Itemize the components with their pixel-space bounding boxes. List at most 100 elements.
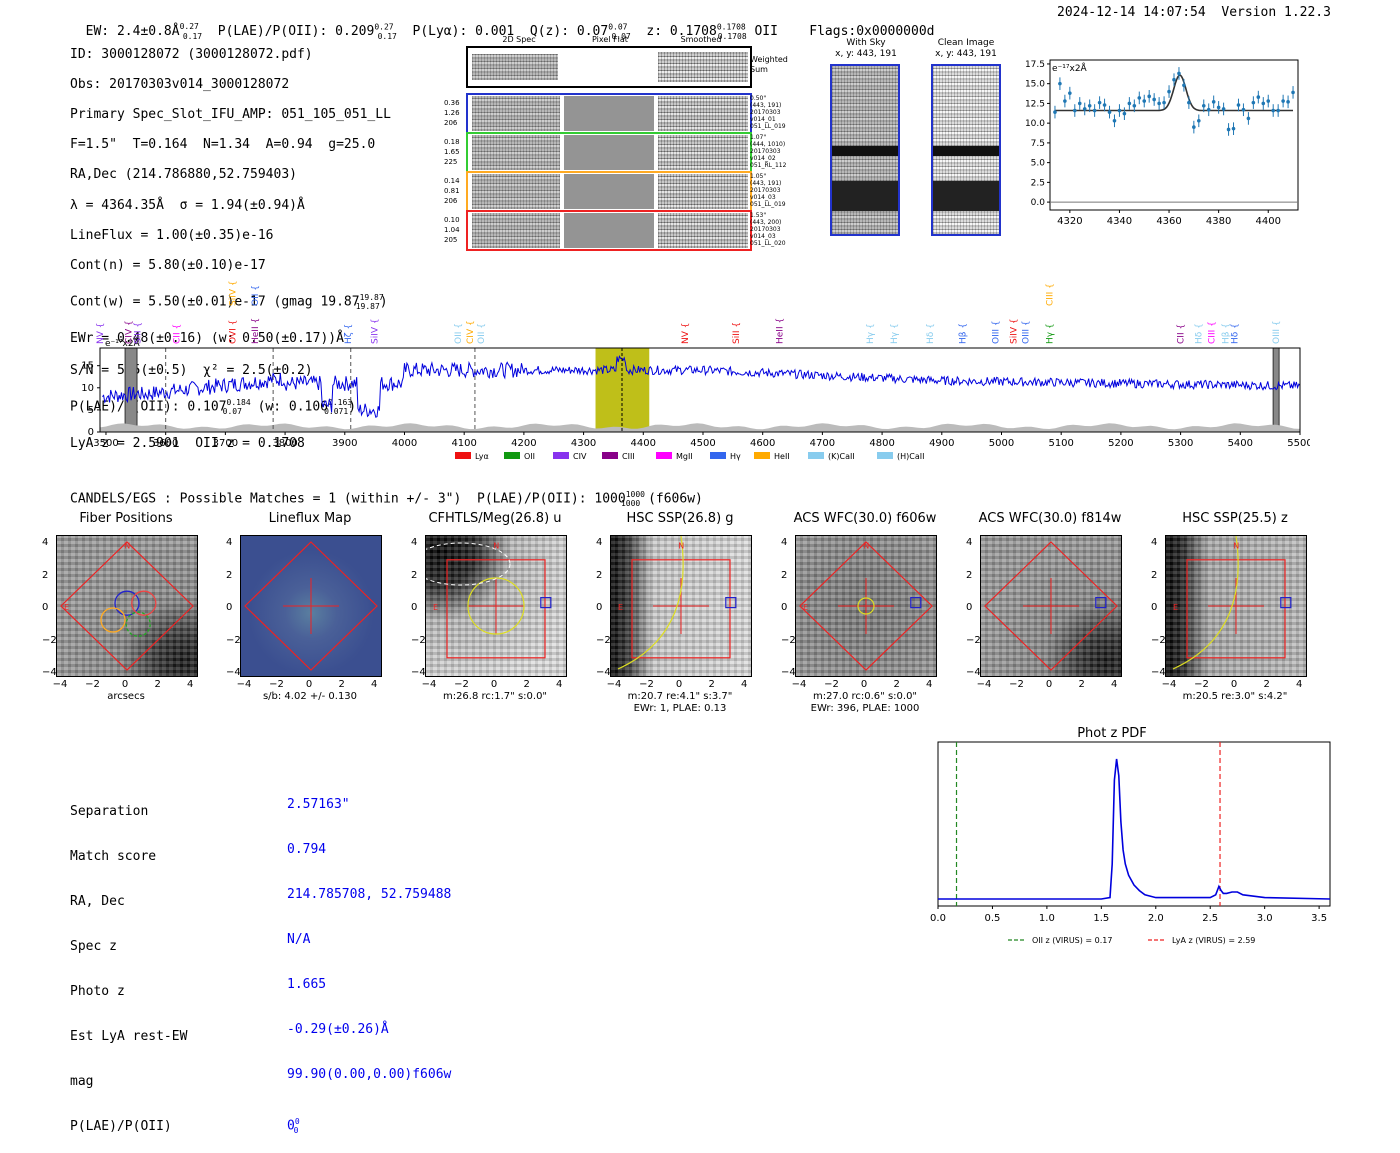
y-tick-label: −4 — [411, 667, 426, 679]
x-tick-label: 0 — [305, 679, 313, 690]
compass-east: E — [1173, 603, 1178, 612]
y-tick-label: −4 — [596, 667, 611, 679]
y-tick-label: 0.0 — [1031, 198, 1046, 208]
panel-caption: arcsecs — [107, 691, 145, 702]
line-id-label: SiIV { — [371, 318, 381, 344]
x-tick-label: −2 — [454, 679, 469, 690]
x-tick-label: 4 — [1296, 679, 1303, 690]
x-tick-label: 4000 — [392, 438, 417, 449]
data-point — [1167, 89, 1171, 94]
x-tick-label: −4 — [421, 679, 437, 690]
match-label: Match score — [70, 849, 157, 864]
ifu-footprint — [244, 541, 378, 671]
with-sky-title: With Sky x, y: 443, 191 — [835, 38, 897, 59]
x-tick-label: 4400 — [631, 438, 656, 449]
data-point — [1192, 125, 1196, 129]
cutout-row — [466, 210, 752, 251]
x-tick-label: 4 — [1111, 679, 1118, 690]
x-tick-label: 2 — [893, 679, 900, 690]
data-point — [1142, 99, 1147, 103]
data-point — [1271, 108, 1275, 113]
x-tick-label: 1.5 — [1093, 913, 1109, 924]
line-id-label: NV { — [681, 323, 691, 344]
info-line: Cont(n) = 5.80(±0.10)e-17 — [70, 258, 266, 273]
match-value: 99.90(0.00,0.00)f606w — [287, 1067, 452, 1082]
x-tick-label: −4 — [976, 679, 992, 690]
x-tick-label: 5500 — [1287, 438, 1310, 449]
x-tick-label: 4360 — [1156, 216, 1181, 227]
legend-label: LyA z (VIRUS) = 2.59 — [1172, 936, 1255, 945]
y-tick-label: 7.5 — [1031, 139, 1045, 149]
y-tick-label: 0 — [1151, 602, 1158, 614]
line-id-label: OIII { — [992, 320, 1002, 344]
cutout-row-values: 0.10 1.04 205 — [444, 216, 460, 244]
legend-swatch — [553, 452, 569, 459]
data-point — [1152, 97, 1156, 102]
x-tick-label: −4 — [791, 679, 807, 690]
data-point — [1226, 127, 1231, 132]
y-tick-label: 10 — [81, 383, 94, 394]
x-tick-label: 3.5 — [1311, 913, 1327, 924]
spectrum-line — [102, 355, 1301, 418]
line-id-label: Hβ { — [959, 323, 969, 344]
data-point — [1097, 100, 1102, 105]
x-tick-label: 3.0 — [1257, 913, 1273, 924]
x-tick-label: 4700 — [810, 438, 835, 449]
y-tick-label: −4 — [226, 667, 241, 679]
panel-overlay — [984, 541, 1118, 671]
legend-label: OII — [524, 452, 535, 461]
match-label: P(LAE)/P(OII) — [70, 1119, 172, 1134]
data-point — [1201, 103, 1206, 108]
data-point — [1246, 116, 1251, 121]
info-line: λ = 4364.35Å σ = 1.94(±0.94)Å — [70, 198, 305, 213]
cutout-2d — [472, 213, 560, 248]
ifu-footprint — [799, 541, 933, 671]
compass-east: E — [433, 603, 438, 612]
data-point — [1291, 90, 1295, 95]
y-tick-label: 17.5 — [1025, 60, 1045, 70]
data-point — [1256, 95, 1261, 99]
line-id-label: Hγ { — [866, 323, 876, 344]
catalog-match-box — [725, 596, 737, 609]
y-tick-label: 2.5 — [1031, 178, 1045, 188]
match-value: -0.29(±0.26)Å — [287, 1022, 389, 1037]
legend-swatch — [754, 452, 770, 459]
info-line: EWr = 0.48(±0.16) (w: 0.50(±0.17))Å — [70, 330, 344, 346]
info-line: RA,Dec (214.786880,52.759403) — [70, 167, 297, 182]
x-tick-label: 0 — [1045, 679, 1053, 690]
x-tick-label: 3900 — [332, 438, 357, 449]
x-tick-label: −2 — [269, 679, 284, 690]
x-tick-label: 2 — [154, 679, 161, 690]
data-point — [1137, 96, 1142, 100]
match-label: Spec z — [70, 939, 117, 954]
x-tick-label: 2 — [523, 679, 530, 690]
cutout-row-values: 0.18 1.65 225 — [444, 138, 460, 166]
data-point — [1102, 103, 1107, 107]
cutout-flat — [564, 213, 654, 248]
weighted-sum-2d — [472, 54, 558, 80]
match-value: 214.785708, 52.759488 — [287, 887, 452, 902]
x-tick-label: 0 — [860, 679, 868, 690]
match-value: 1.665 — [287, 977, 327, 992]
y-tick-label: 15 — [81, 361, 94, 372]
x-tick-label: 5300 — [1168, 438, 1193, 449]
compass-north: N — [678, 542, 684, 551]
line-id-label: OII { — [251, 285, 261, 306]
info-line: LineFlux = 1.00(±0.35)e-16 — [70, 228, 274, 243]
line-id-label: SiIV { — [1009, 318, 1019, 344]
x-tick-label: 4 — [556, 679, 563, 690]
panel-caption: m:20.7 re:4.1" s:3.7" — [627, 691, 733, 702]
legend-swatch — [877, 452, 893, 459]
match-label: RA, Dec — [70, 894, 125, 909]
info-line: Primary Spec_Slot_IFU_AMP: 051_105_051_L… — [70, 107, 391, 122]
data-point — [1211, 100, 1216, 104]
x-tick-label: 4340 — [1107, 216, 1132, 227]
x-tick-label: 4400 — [1256, 216, 1281, 227]
y-tick-label: 2 — [781, 569, 788, 581]
cutout-2d — [472, 135, 560, 170]
weighted-sum-row — [466, 46, 752, 88]
y-tick-label: −2 — [411, 634, 426, 646]
cutout-row-values: 0.36 1.26 206 — [444, 99, 460, 127]
